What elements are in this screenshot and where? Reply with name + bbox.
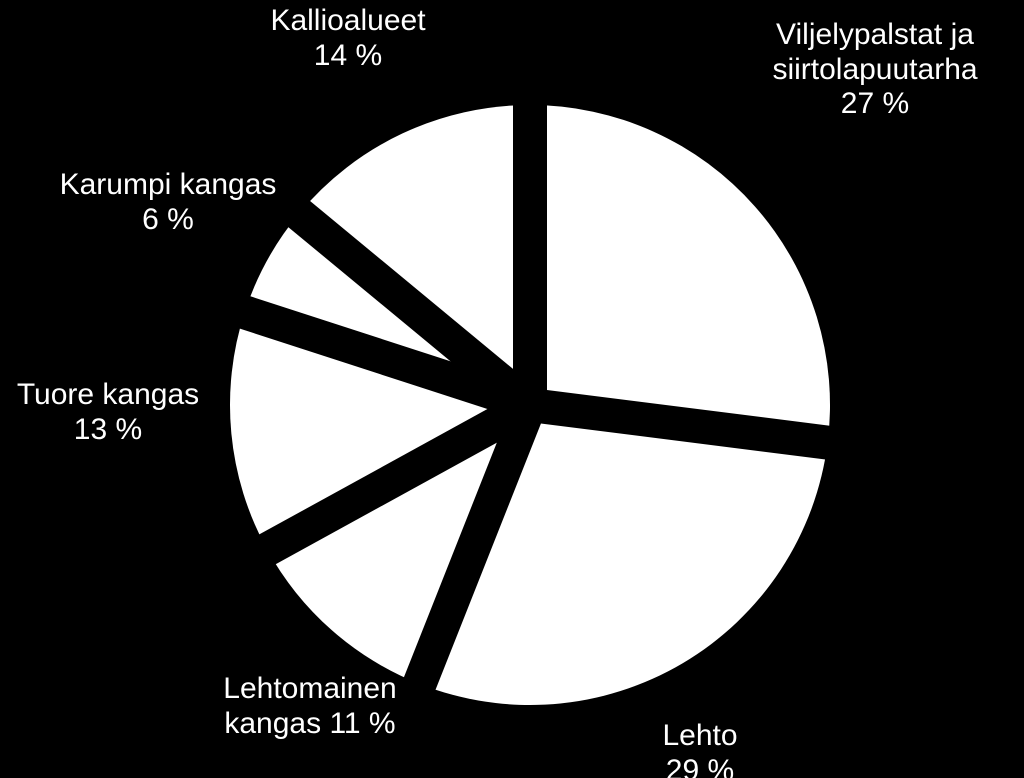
pie-slice-label-line: kangas 11 % bbox=[224, 707, 395, 740]
pie-slice-label-line: siirtolapuutarha bbox=[772, 53, 977, 86]
pie-slice-label: Lehto29 % bbox=[550, 719, 850, 778]
pie-slice-label-line: 29 % bbox=[666, 754, 734, 778]
pie-slice-label: Karumpi kangas6 % bbox=[18, 168, 318, 237]
pie-slice-label-line: Viljelypalstat ja bbox=[776, 18, 974, 51]
pie-slice-label-line: Lehtomainen bbox=[223, 672, 396, 705]
pie-slice-label-line: 27 % bbox=[841, 87, 909, 120]
pie-slice-label-line: Tuore kangas bbox=[17, 378, 199, 411]
pie-slice-label-line: 6 % bbox=[142, 203, 194, 236]
pie-slice-label-line: Kallioalueet bbox=[270, 4, 425, 37]
pie-slice-label: Kallioalueet14 % bbox=[198, 4, 498, 73]
pie-slice-label: Viljelypalstat jasiirtolapuutarha27 % bbox=[725, 18, 1024, 122]
pie-slice-label: Tuore kangas13 % bbox=[0, 378, 258, 447]
pie-slice-label: Lehtomainenkangas 11 % bbox=[160, 672, 460, 741]
pie-slice-label-line: 13 % bbox=[74, 413, 142, 446]
pie-slice-label-line: Karumpi kangas bbox=[60, 168, 277, 201]
chart-container: Viljelypalstat jasiirtolapuutarha27 % Leh… bbox=[0, 0, 1024, 778]
pie-slice-label-line: Lehto bbox=[662, 719, 737, 752]
pie-slice-label-line: 14 % bbox=[314, 39, 382, 72]
